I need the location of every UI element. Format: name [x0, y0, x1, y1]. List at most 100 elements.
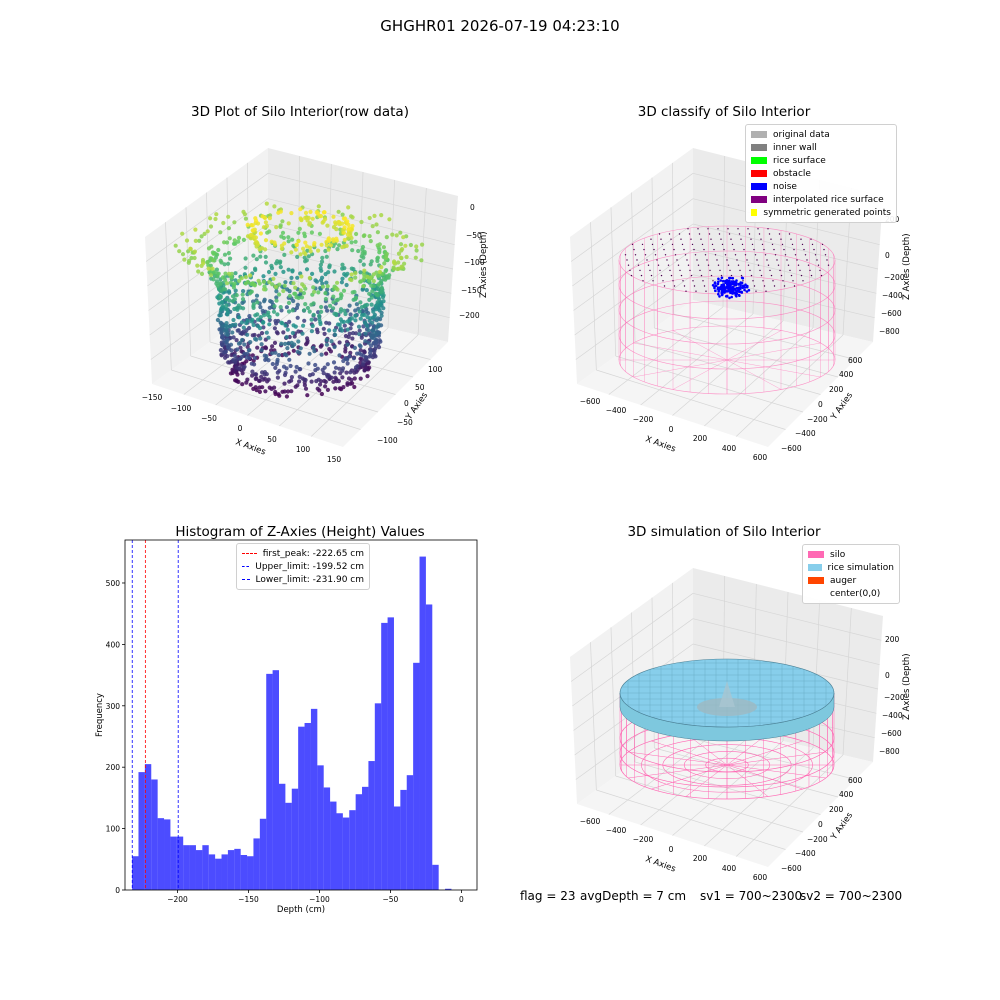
x-tick-label: −600	[580, 397, 601, 406]
interpolated-point	[806, 259, 808, 261]
data-point	[329, 339, 334, 344]
data-point	[206, 246, 212, 251]
data-point	[361, 262, 366, 267]
noise-point	[728, 281, 732, 285]
data-point	[333, 386, 338, 391]
interpolated-point	[821, 243, 824, 246]
data-point	[335, 247, 340, 252]
data-point	[343, 311, 348, 317]
data-point	[337, 353, 342, 358]
surface-peak	[719, 681, 735, 707]
data-point	[310, 216, 315, 221]
data-point	[379, 265, 384, 270]
data-point	[210, 266, 215, 271]
interpolated-point	[680, 274, 683, 277]
interpolated-point	[676, 259, 678, 261]
data-point	[335, 287, 340, 292]
histogram-bar	[157, 818, 165, 890]
histogram-bar	[425, 604, 433, 890]
noise-point	[713, 282, 717, 285]
noise-point	[717, 280, 720, 284]
data-point	[240, 297, 246, 302]
data-point	[220, 304, 225, 309]
data-point	[408, 242, 413, 248]
data-point	[324, 372, 329, 377]
data-point	[324, 243, 329, 248]
histogram-bar	[183, 845, 190, 890]
data-point	[350, 215, 355, 220]
legend-entry: silo	[808, 548, 894, 561]
data-point	[298, 207, 303, 212]
data-point	[319, 304, 324, 310]
interpolated-point	[730, 238, 732, 240]
data-point	[258, 231, 263, 236]
interpolated-point	[819, 269, 821, 272]
interpolated-point	[627, 264, 630, 266]
data-point	[315, 366, 320, 371]
data-point	[369, 343, 374, 348]
data-point	[306, 361, 311, 366]
data-point	[187, 258, 192, 263]
histogram-bar	[304, 722, 311, 890]
data-point	[321, 371, 326, 376]
interpolated-point	[727, 264, 730, 266]
data-point	[305, 336, 310, 341]
interpolated-point	[642, 280, 644, 282]
data-point	[349, 272, 354, 277]
noise-point	[714, 289, 717, 293]
histogram-bar	[253, 838, 260, 890]
data-point	[245, 222, 250, 227]
interpolated-point	[672, 280, 674, 282]
data-point	[323, 248, 328, 254]
interpolated-point	[763, 285, 766, 287]
data-point	[219, 300, 225, 305]
x-tick-label: 200	[693, 854, 708, 863]
data-point	[302, 250, 307, 255]
data-point	[365, 374, 370, 379]
data-point	[303, 302, 308, 307]
noise-point	[736, 286, 740, 290]
data-point	[259, 374, 264, 379]
interpolated-point	[744, 254, 747, 256]
data-point	[299, 295, 305, 300]
y-tick-label: −600	[781, 444, 802, 453]
histogram-bar	[164, 819, 171, 890]
interpolated-point	[809, 269, 811, 272]
z-tick-label: −800	[879, 747, 900, 756]
data-point	[319, 352, 324, 357]
data-point	[372, 353, 377, 358]
data-point	[345, 381, 350, 386]
data-point	[377, 269, 382, 274]
data-point	[255, 345, 260, 350]
data-point	[400, 247, 405, 252]
noise-point	[717, 277, 720, 281]
data-point	[252, 372, 258, 377]
data-point	[222, 262, 227, 267]
data-point	[379, 285, 384, 290]
data-point	[309, 230, 314, 235]
data-point	[370, 328, 375, 333]
data-point	[195, 263, 200, 268]
legend-label: center(0,0)	[830, 588, 881, 599]
interpolated-point	[697, 228, 699, 230]
silo-floor-line	[651, 740, 728, 766]
histogram-bar	[291, 788, 299, 890]
silo-floor-line	[726, 342, 821, 361]
data-point	[296, 239, 301, 244]
data-point	[284, 305, 289, 310]
data-point	[224, 281, 230, 286]
data-point	[274, 225, 279, 230]
histogram-bar	[381, 622, 388, 890]
noise-point	[737, 283, 740, 286]
histogram-bar	[144, 764, 152, 890]
interpolated-point	[757, 264, 760, 266]
x-axis-label: X Axies	[644, 434, 677, 454]
data-point	[347, 331, 352, 336]
data-point	[234, 293, 239, 298]
data-point	[242, 342, 247, 347]
data-point	[357, 332, 362, 337]
data-point	[199, 271, 205, 276]
data-point	[352, 384, 357, 390]
axes-3d-panel-1: −150−100−50050100150−100−500501000−50−10…	[142, 148, 489, 464]
histogram-bar	[336, 813, 343, 890]
